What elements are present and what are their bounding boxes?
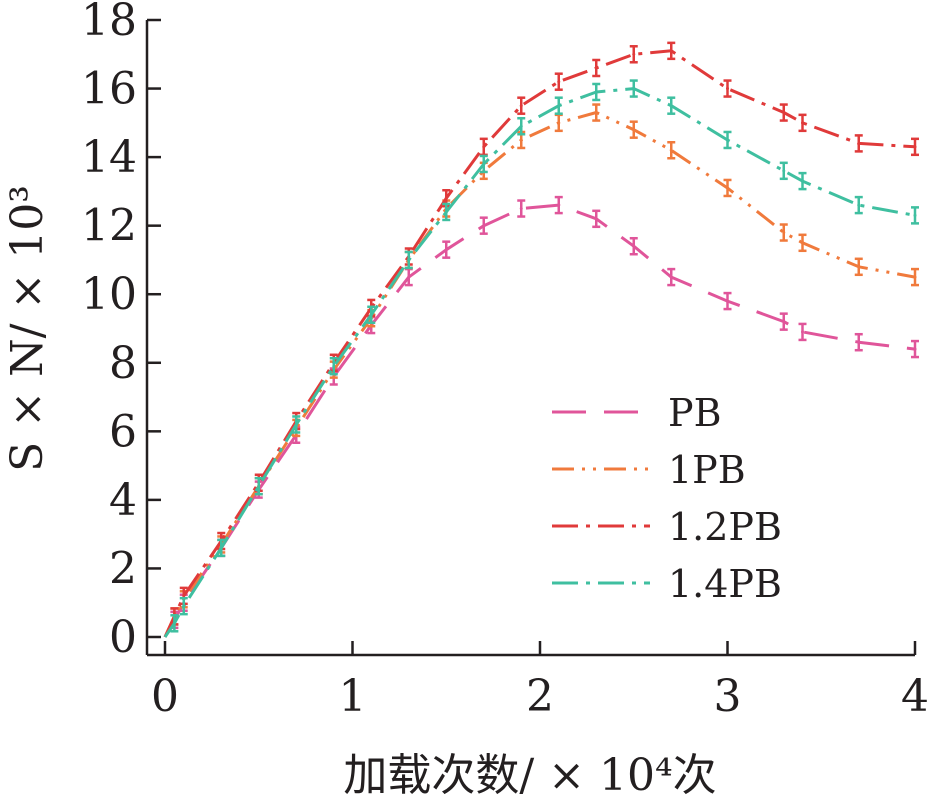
data-point: [782, 111, 786, 115]
x-tick-label: 1: [339, 671, 367, 722]
y-axis-label: S × N/ × 10³: [2, 185, 53, 472]
data-point: [594, 66, 598, 70]
data-point: [857, 340, 861, 344]
data-point: [913, 213, 917, 217]
data-point: [801, 330, 804, 334]
data-point: [557, 80, 561, 84]
series-line: [163, 49, 916, 638]
data-point: [557, 203, 561, 207]
y-tick-label: 6: [109, 406, 137, 457]
data-point: [669, 275, 673, 279]
y-tick-label: 18: [81, 0, 137, 46]
data-point: [669, 148, 673, 152]
x-tick-label: 2: [526, 671, 554, 722]
data-point: [782, 231, 786, 235]
series-line: [163, 111, 916, 638]
data-point: [801, 179, 804, 183]
data-point: [594, 90, 598, 94]
y-tick-label: 2: [109, 543, 137, 594]
data-point: [594, 217, 598, 221]
data-point: [857, 141, 861, 145]
data-point: [482, 162, 486, 166]
data-point: [172, 621, 176, 625]
data-point: [857, 265, 861, 269]
data-point: [519, 124, 523, 128]
y-tick-label: 10: [81, 269, 137, 320]
data-point: [801, 121, 804, 125]
series-line: [163, 203, 916, 638]
series-1PB: [163, 103, 919, 638]
data-point: [182, 604, 186, 608]
series-layer: [163, 41, 919, 638]
data-point: [444, 196, 448, 200]
data-point: [257, 484, 261, 488]
data-point: [632, 87, 636, 91]
data-point: [913, 347, 917, 351]
data-point: [632, 52, 636, 56]
legend: PB 1PB 1.2PB 1.4PB: [552, 391, 782, 606]
data-point: [369, 313, 373, 317]
data-point: [726, 299, 729, 303]
data-point: [913, 275, 917, 279]
data-point: [519, 138, 523, 142]
data-point: [726, 186, 729, 190]
data-point: [407, 275, 411, 279]
data-point: [294, 422, 298, 426]
x-tick-label: 3: [714, 671, 742, 722]
data-point: [182, 594, 186, 598]
data-point: [557, 121, 561, 125]
legend-label: PB: [668, 391, 722, 435]
data-point: [782, 169, 786, 173]
data-point: [801, 241, 804, 245]
series-line: [163, 87, 916, 638]
data-point: [332, 364, 336, 368]
x-tick-label: 0: [151, 671, 179, 722]
data-point: [669, 104, 673, 108]
x-axis-label: 加载次数/ × 10⁴次: [343, 750, 716, 801]
data-point: [482, 224, 486, 228]
y-tick-label: 14: [81, 132, 137, 183]
y-tick-label: 12: [81, 201, 137, 252]
data-point: [519, 104, 523, 108]
data-point: [913, 145, 917, 149]
data-point: [632, 128, 636, 132]
data-point: [594, 111, 598, 115]
data-point: [726, 87, 729, 91]
x-tick-label: 4: [901, 671, 927, 722]
series-PB: [163, 195, 919, 638]
y-tick-label: 4: [109, 475, 137, 526]
data-point: [444, 210, 448, 214]
data-point: [557, 104, 561, 108]
legend-label: 1.2PB: [668, 505, 782, 549]
y-tick-label: 0: [109, 612, 137, 663]
data-point: [857, 203, 861, 207]
data-point: [444, 248, 448, 252]
legend-label: 1PB: [668, 448, 746, 492]
data-point: [482, 145, 486, 149]
data-point: [219, 546, 223, 550]
data-point: [669, 49, 673, 53]
data-point: [726, 138, 729, 142]
data-point: [519, 207, 523, 211]
legend-label: 1.4PB: [668, 562, 782, 606]
y-tick-label: 8: [109, 338, 137, 389]
data-point: [407, 258, 411, 262]
series-1.4PB: [163, 79, 919, 638]
data-point: [632, 244, 636, 248]
y-tick-label: 16: [81, 64, 137, 115]
data-point: [782, 320, 786, 324]
